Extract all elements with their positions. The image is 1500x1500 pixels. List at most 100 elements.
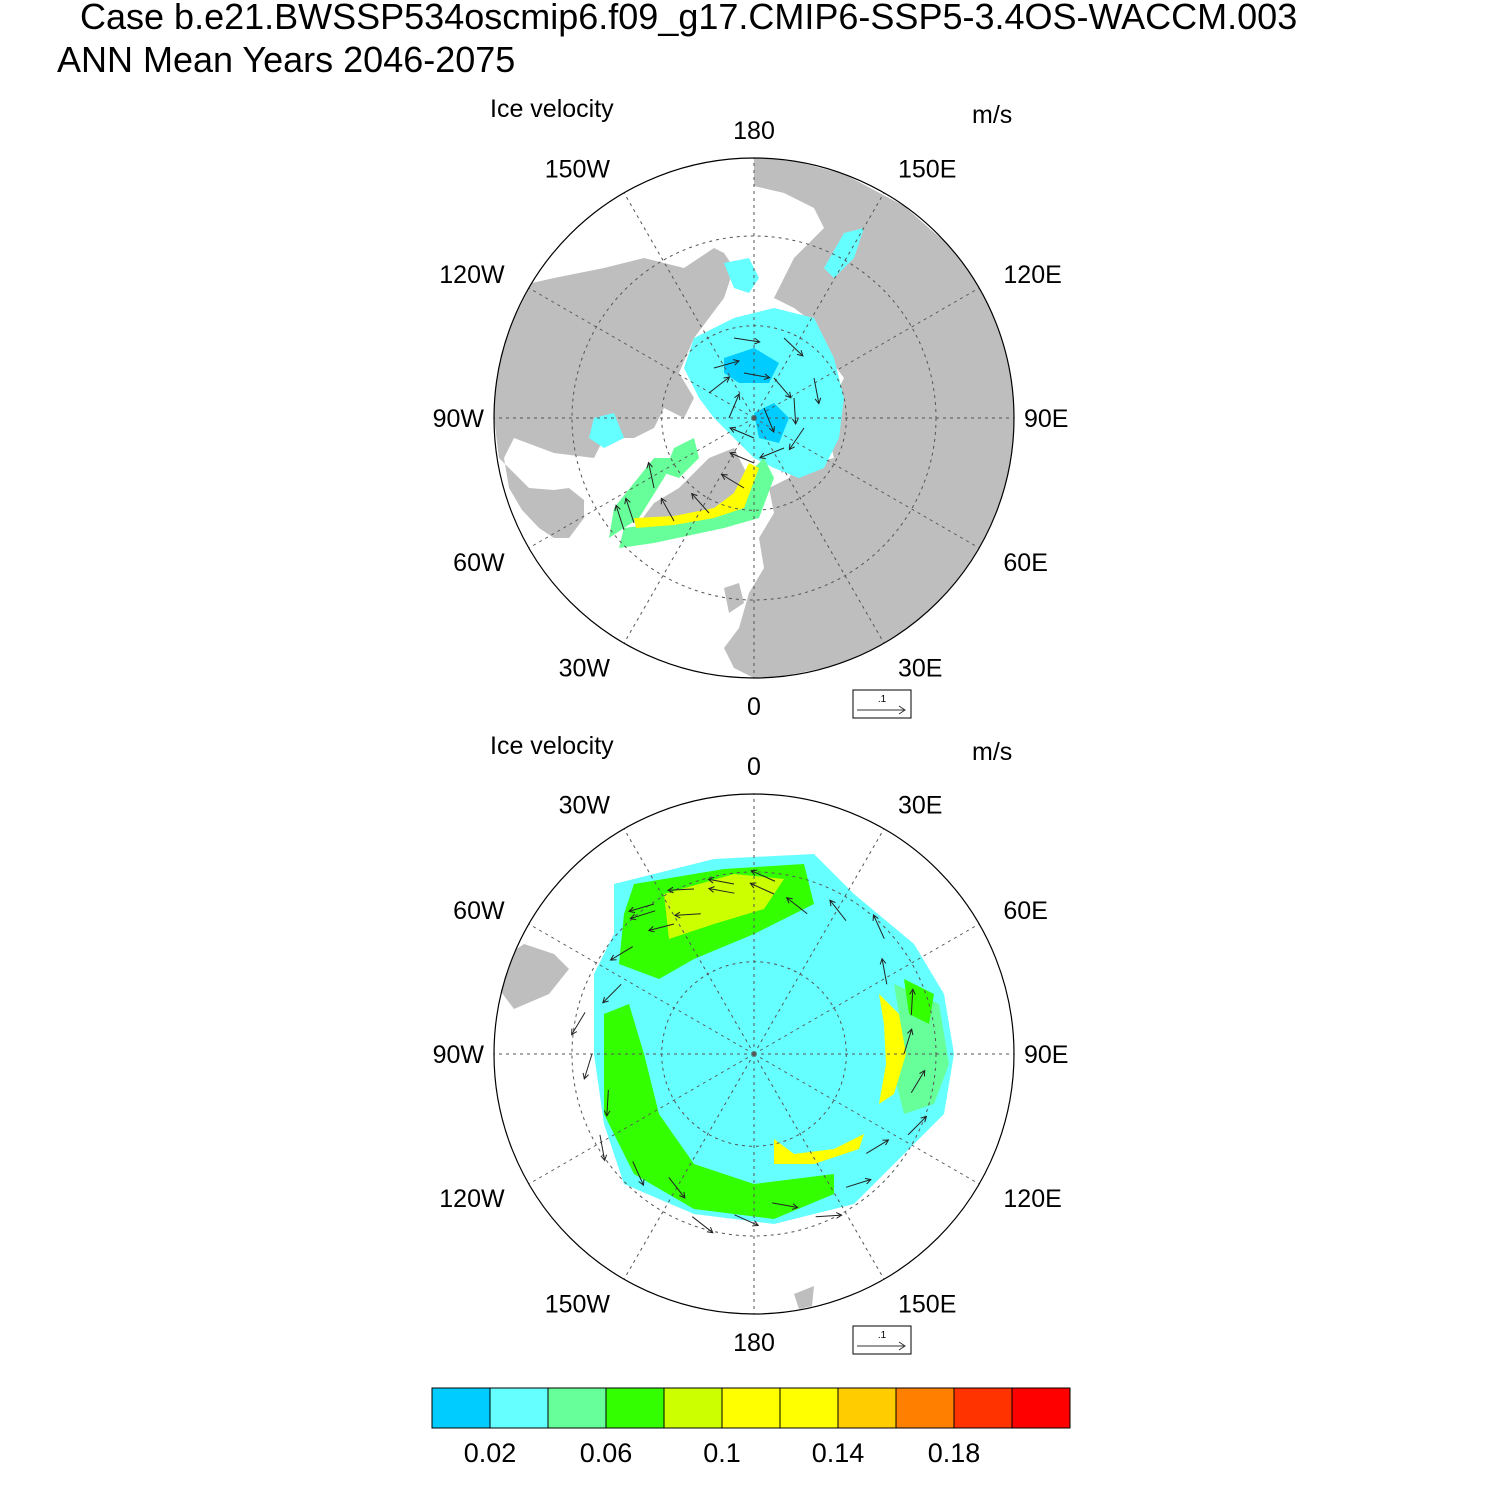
ice-vector-head	[752, 1220, 760, 1227]
ice-vector-head	[788, 443, 795, 451]
ice-vector	[903, 1029, 913, 1055]
longitude-label: 90W	[433, 405, 485, 433]
longitude-line	[623, 1053, 755, 1280]
ice-vector-head	[768, 426, 775, 434]
ice-vector-head	[907, 1028, 914, 1036]
ice-vector-head	[723, 376, 731, 383]
ice-vector	[813, 377, 820, 404]
ice-vector-head	[602, 996, 609, 1004]
longitude-label: 150W	[545, 156, 611, 184]
longitude-line	[528, 1053, 755, 1185]
north-map-layers	[494, 158, 1014, 678]
ice-vector	[571, 1012, 586, 1035]
ice-vector	[733, 337, 760, 343]
colorbar-tick-label: 0.14	[812, 1438, 865, 1468]
ice-velocity-contour	[774, 1134, 864, 1164]
land-mass	[494, 248, 734, 538]
ice-vector-head	[920, 1115, 928, 1123]
ice-vector-head	[647, 926, 655, 933]
ice-velocity-contour	[824, 228, 864, 278]
ice-vector-head	[909, 988, 916, 995]
ice-vector	[691, 1216, 714, 1234]
ice-vector-head	[646, 461, 653, 469]
case-title: Case b.e21.BWSSP534oscmip6.f09_g17.CMIP6…	[80, 0, 1298, 37]
longitude-line	[753, 1053, 885, 1280]
longitude-label: 60E	[1003, 897, 1047, 925]
ice-vector-head	[753, 337, 761, 345]
reference-vector: .1	[852, 1325, 912, 1355]
ice-vector-head	[614, 504, 621, 512]
reference-vector-head	[898, 705, 906, 715]
longitude-label: 120E	[1003, 1185, 1061, 1213]
ice-vector-head	[750, 869, 758, 876]
ice-vector	[708, 878, 735, 885]
longitude-line	[753, 923, 980, 1055]
south-map-border	[493, 793, 1015, 1315]
ice-vector-head	[796, 350, 804, 357]
longitude-label: 60W	[453, 897, 505, 925]
south-map-layers	[494, 794, 1014, 1314]
longitude-label: 30W	[559, 792, 611, 820]
colorbar: 0.02 0.06 0.1 0.14 0.18	[431, 1387, 1071, 1468]
land-mass	[499, 944, 569, 1009]
land-mass	[724, 583, 744, 613]
ice-vector	[674, 913, 701, 916]
longitude-label: 60W	[453, 549, 505, 577]
ice-vector	[599, 1134, 606, 1161]
ice-vector-head	[603, 1110, 611, 1117]
ice-vector	[786, 897, 808, 915]
ice-vector-head	[666, 886, 674, 894]
colorbar-swatch	[953, 1387, 1013, 1429]
ice-vector	[910, 1070, 926, 1094]
ice-vector	[734, 1214, 759, 1226]
ice-vector	[668, 1177, 686, 1199]
longitude-line	[528, 923, 755, 1055]
reference-vector-label: .1	[878, 694, 887, 705]
ice-vector	[632, 1161, 644, 1186]
ice-vector	[845, 1179, 871, 1188]
colorbar-swatch	[547, 1387, 607, 1429]
ice-vector	[602, 983, 622, 1004]
ice-velocity-contour	[724, 258, 759, 293]
ice-vector-head	[882, 1139, 890, 1146]
ice-vector	[625, 498, 635, 524]
panel-title: Ice velocity	[490, 95, 614, 123]
reference-vector-label: .1	[878, 1330, 887, 1341]
colorbar-tick-label: 0.1	[703, 1438, 741, 1468]
ice-vector-head	[624, 497, 631, 505]
ice-vector	[691, 493, 710, 514]
reference-vector: .1	[852, 689, 912, 719]
longitude-line	[528, 417, 755, 549]
ice-vector-head	[785, 391, 792, 399]
ice-vector-head	[609, 954, 617, 961]
ice-vector	[729, 427, 755, 439]
ice-vector-head	[582, 1072, 589, 1080]
ice-vector	[660, 498, 675, 522]
reference-vector-head	[898, 1341, 906, 1351]
ice-vector	[628, 903, 655, 912]
ice-vector-head	[836, 1212, 843, 1219]
ice-vector	[713, 360, 740, 369]
ice-velocity-contour	[604, 1004, 834, 1219]
longitude-label: 30E	[898, 654, 942, 682]
ice-vector	[708, 376, 730, 394]
ice-vector-head	[706, 1226, 714, 1234]
ice-vector	[708, 888, 735, 894]
longitude-label: 180	[733, 117, 775, 145]
longitude-label: 120E	[1003, 261, 1061, 289]
ice-vector-head	[785, 897, 793, 904]
land-mass	[794, 1286, 814, 1309]
ice-vector-head	[829, 899, 836, 907]
ice-vector	[648, 462, 655, 489]
longitude-line	[753, 1053, 980, 1185]
ice-vector-head	[919, 1069, 926, 1077]
ice-vector	[759, 447, 785, 459]
longitude-label: 30E	[898, 792, 942, 820]
longitude-label: 120W	[439, 261, 505, 289]
ice-vector-head	[864, 1177, 872, 1185]
colorbar-swatch	[837, 1387, 897, 1429]
ice-vector	[866, 1139, 889, 1154]
ice-vector	[750, 882, 775, 895]
longitude-line	[753, 287, 980, 419]
ice-vector	[648, 923, 675, 931]
